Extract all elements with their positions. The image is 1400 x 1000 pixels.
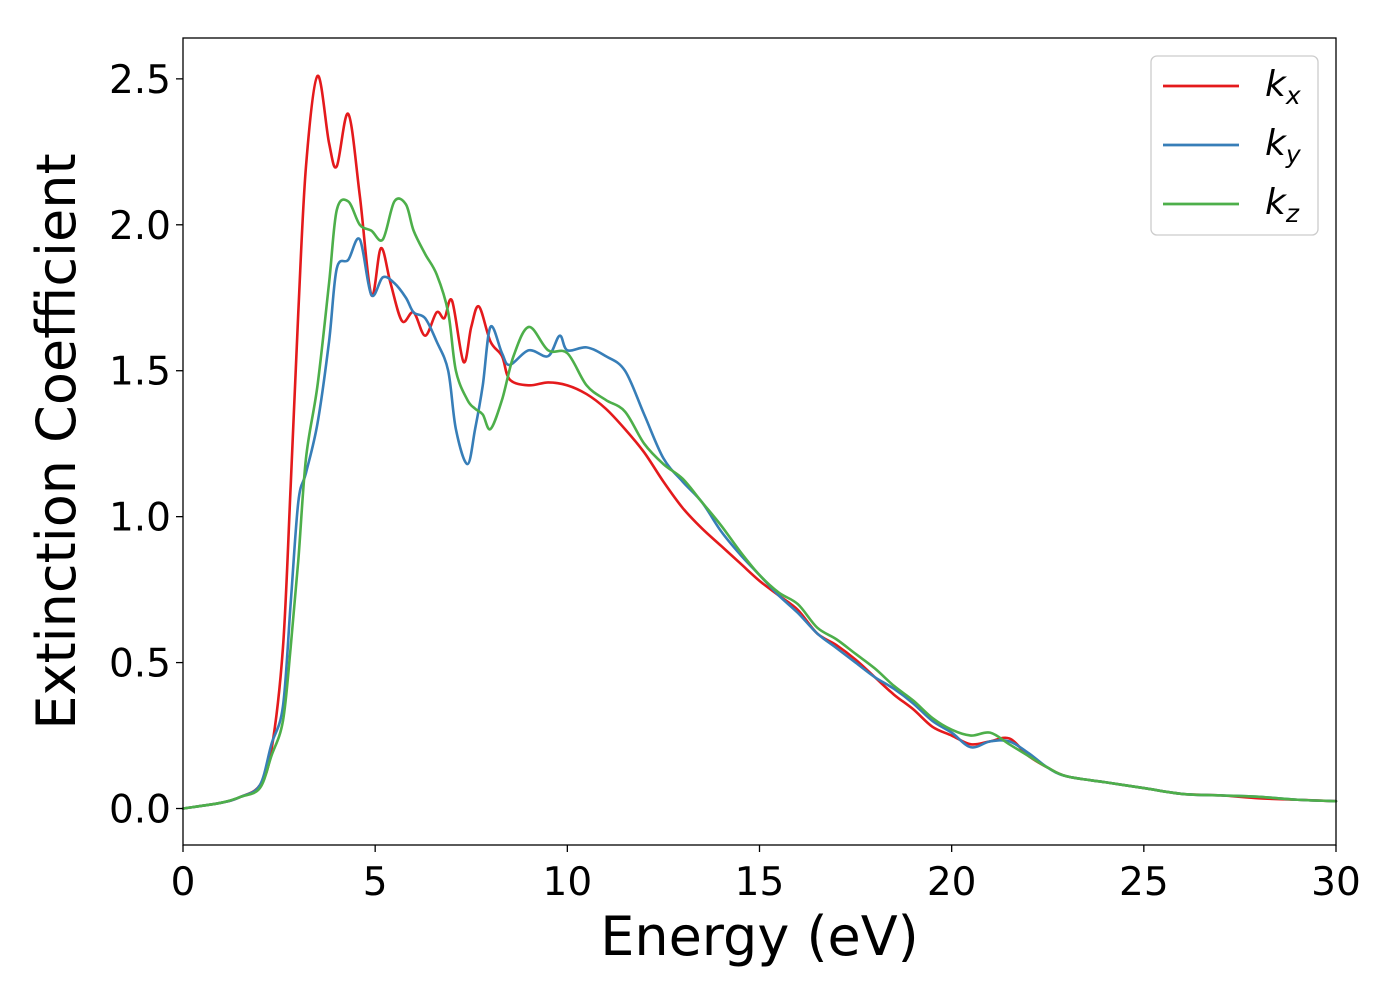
series-line-y <box>181 237 1338 810</box>
legend: kx ky kz <box>1150 55 1319 236</box>
y-tick-label: 0.5 <box>109 642 171 687</box>
x-tick-label: 30 <box>1311 860 1361 905</box>
x-axis: 0 5 10 15 20 25 30 <box>171 845 1361 905</box>
y-axis-title: Extinction Coefficient <box>25 153 88 729</box>
x-axis-title: Energy (eV) <box>600 905 919 968</box>
y-tick-label: 1.0 <box>109 496 171 541</box>
series-line-z <box>181 197 1338 810</box>
x-tick-label: 15 <box>735 860 785 905</box>
y-tick-label: 2.0 <box>109 204 171 249</box>
x-tick-label: 5 <box>363 860 388 905</box>
legend-label-z: kz <box>1265 182 1300 228</box>
x-tick-label: 10 <box>543 860 593 905</box>
y-tick-label: 2.5 <box>109 58 171 103</box>
x-tick-label: 20 <box>927 860 977 905</box>
x-tick-label: 0 <box>171 860 196 905</box>
x-tick-label: 25 <box>1119 860 1169 905</box>
y-tick-label: 0.0 <box>109 788 171 833</box>
legend-label-x: kx <box>1265 64 1301 110</box>
y-axis: 0.0 0.5 1.0 1.5 2.0 2.5 <box>109 58 183 833</box>
plot-background <box>183 38 1336 845</box>
series-layer <box>181 74 1338 810</box>
y-tick-label: 1.5 <box>109 350 171 395</box>
legend-label-y: ky <box>1265 123 1302 169</box>
